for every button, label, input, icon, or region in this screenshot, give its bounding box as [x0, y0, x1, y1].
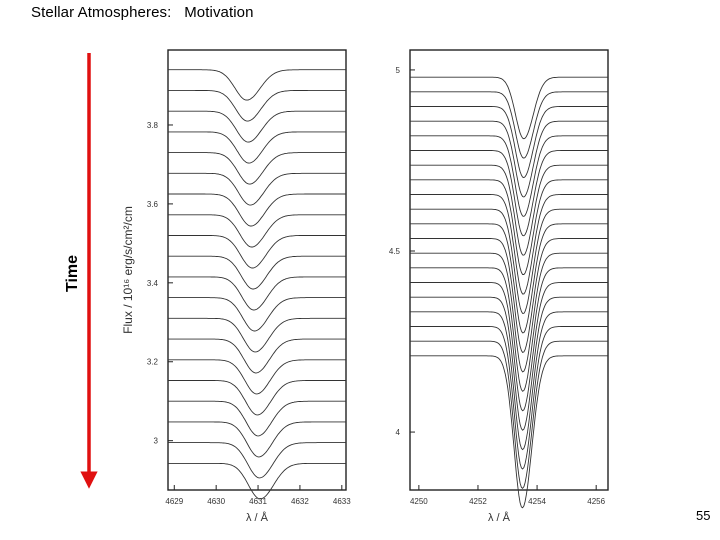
left-y-tick-label: 3.2 — [147, 358, 159, 367]
right-y-tick-label: 5 — [396, 66, 401, 75]
left-spectrum-line — [168, 359, 346, 395]
right-spectrum-line — [410, 252, 608, 373]
right-spectrum-line — [410, 194, 608, 295]
right-spectra-panel: 44.55 4250 4252 4254 4256 λ / Å — [389, 49, 609, 524]
left-spectrum-line — [168, 421, 346, 458]
left-spectrum-line — [168, 110, 346, 143]
left-spectrum-line — [168, 214, 346, 248]
left-spectrum-line — [168, 400, 346, 437]
right-spectrum-line — [410, 311, 608, 451]
left-x-tick-label: 4632 — [291, 497, 309, 506]
left-spectra-panel: 3 3.2 3.4 3.6 3.8 4629 4630 4631 4632 4633 Flux … — [121, 49, 351, 524]
left-y-tick-label: 3 — [154, 437, 159, 446]
right-spectrum-line — [410, 223, 608, 334]
left-spectrum-line — [168, 235, 346, 269]
left-y-tick-label: 3.6 — [147, 200, 159, 209]
right-spectrum-line — [410, 326, 608, 470]
right-spectrum-line — [410, 340, 608, 490]
left-y-axis-label: Flux / 10¹⁶ erg/s/cm²/cm — [121, 206, 135, 334]
right-panel-frame — [409, 49, 609, 491]
left-spectrum-line — [168, 69, 346, 101]
left-spectrum-line — [168, 193, 346, 227]
left-spectrum-line — [168, 317, 346, 353]
left-spectrum-line — [168, 131, 346, 164]
right-x-axis-label: λ / Å — [488, 511, 511, 524]
right-spectrum-line — [410, 164, 608, 256]
right-x-tick-label: 4254 — [528, 497, 546, 506]
right-spectrum-line — [410, 135, 608, 217]
left-x-tick-label: 4630 — [207, 497, 225, 506]
left-spectrum-line — [168, 89, 346, 122]
right-y-ticks: 44.55 — [389, 66, 415, 437]
time-axis-label: Time — [64, 255, 81, 292]
left-spectrum-line — [168, 172, 346, 206]
right-spectrum-line — [410, 208, 608, 314]
left-spectrum-line — [168, 338, 346, 374]
right-spectrum-line — [410, 238, 608, 353]
left-x-tick-label: 4633 — [333, 497, 351, 506]
right-spectrum-line — [410, 355, 608, 509]
right-spectrum-line — [410, 76, 608, 140]
left-y-tick-label: 3.8 — [147, 121, 159, 130]
right-spectrum-line — [410, 267, 608, 392]
left-spectrum-line — [168, 255, 346, 290]
left-x-ticks: 4629 4630 4631 4632 4633 — [165, 485, 351, 506]
right-x-tick-label: 4256 — [587, 497, 605, 506]
left-y-tick-label: 3.4 — [147, 279, 159, 288]
right-y-tick-label: 4.5 — [389, 247, 401, 256]
left-x-tick-label: 4631 — [249, 497, 267, 506]
page-number: 55 — [696, 508, 711, 523]
slide-title: Stellar Atmospheres: Motivation — [31, 4, 254, 21]
right-spectra-series — [410, 76, 608, 509]
right-spectrum-line — [410, 282, 608, 412]
right-x-tick-label: 4250 — [410, 497, 428, 506]
right-spectrum-line — [410, 179, 608, 275]
right-y-tick-label: 4 — [396, 428, 401, 437]
left-spectrum-line — [168, 276, 346, 311]
right-spectrum-line — [410, 150, 608, 237]
left-spectrum-line — [168, 152, 346, 185]
left-x-axis-label: λ / Å — [246, 511, 269, 524]
right-spectrum-line — [410, 106, 608, 179]
left-spectrum-line — [168, 442, 346, 479]
right-spectrum-line — [410, 296, 608, 431]
left-panel-frame — [167, 49, 347, 491]
left-x-tick-label: 4629 — [165, 497, 183, 506]
left-spectra-series — [168, 69, 346, 500]
left-y-ticks: 3 3.2 3.4 3.6 3.8 — [147, 121, 173, 446]
left-spectrum-line — [168, 462, 346, 500]
right-x-tick-label: 4252 — [469, 497, 487, 506]
left-spectrum-line — [168, 380, 346, 416]
right-x-ticks: 4250 4252 4254 4256 — [410, 485, 606, 506]
left-spectrum-line — [168, 297, 346, 332]
right-spectrum-line — [410, 120, 608, 198]
right-spectrum-line — [410, 91, 608, 159]
